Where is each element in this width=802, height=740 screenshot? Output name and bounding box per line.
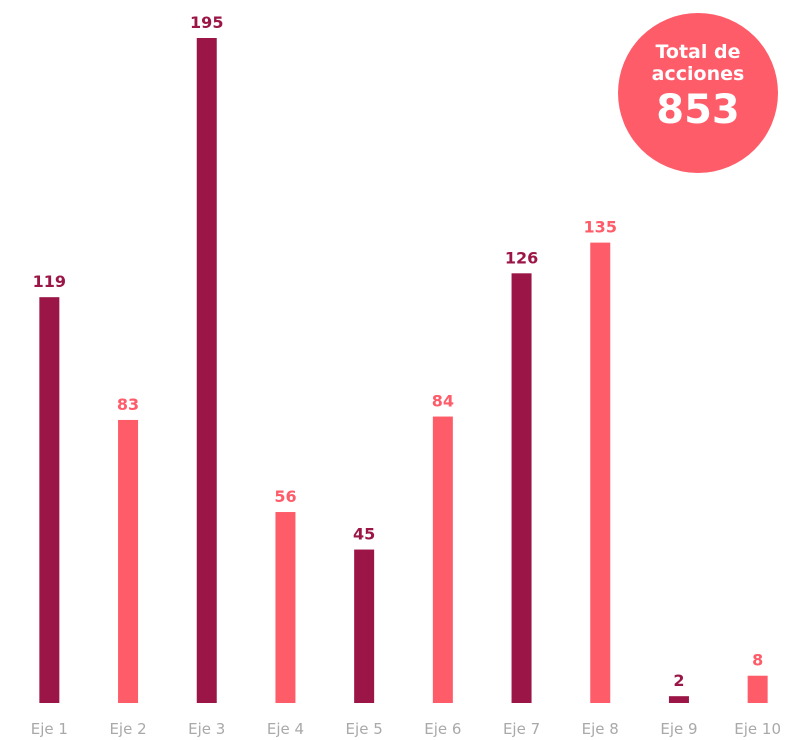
bar (432, 416, 453, 703)
x-tick-label: Eje 6 (424, 720, 461, 738)
bar (668, 696, 689, 703)
x-tick-label: Eje 5 (346, 720, 383, 738)
bar (590, 242, 611, 703)
value-label: 56 (274, 487, 296, 506)
x-tick-label: Eje 7 (503, 720, 540, 738)
x-tick-label: Eje 2 (109, 720, 146, 738)
bar (747, 675, 768, 703)
total-value: 853 (656, 87, 740, 133)
value-label: 126 (505, 248, 538, 267)
x-tick-label: Eje 9 (660, 720, 697, 738)
x-tick-label: Eje 10 (734, 720, 781, 738)
bar (275, 512, 296, 703)
value-label: 83 (117, 395, 139, 414)
bar (118, 419, 139, 703)
x-tick-label: Eje 8 (582, 720, 619, 738)
value-label: 8 (752, 651, 763, 670)
bar (196, 38, 217, 703)
value-label: 119 (33, 272, 66, 291)
value-label: 195 (190, 13, 223, 32)
total-badge: Total de acciones 853 (618, 13, 778, 173)
bar (511, 273, 532, 703)
value-label: 2 (673, 671, 684, 690)
value-label: 135 (584, 218, 617, 237)
value-label: 84 (432, 392, 454, 411)
value-label: 45 (353, 525, 375, 544)
x-tick-label: Eje 4 (267, 720, 304, 738)
x-tick-label: Eje 3 (188, 720, 225, 738)
total-label: Total de acciones (651, 41, 745, 85)
x-tick-label: Eje 1 (31, 720, 68, 738)
bar (39, 297, 60, 703)
bar (354, 549, 375, 703)
